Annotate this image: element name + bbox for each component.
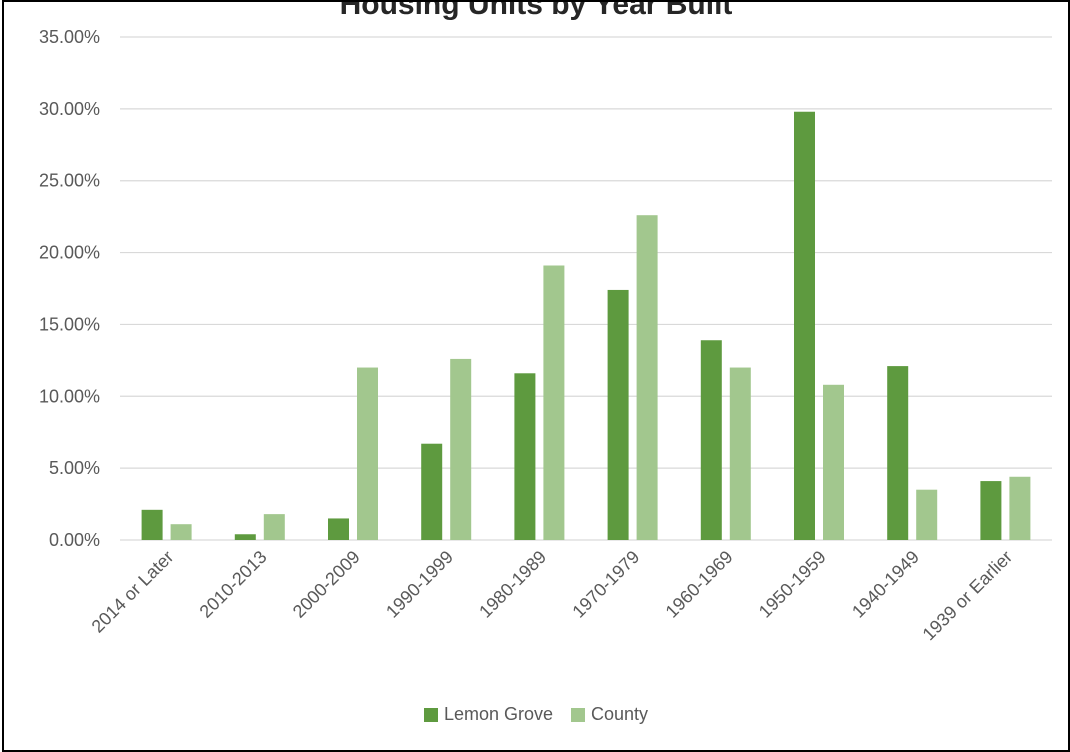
y-tick-label: 35.00% (39, 27, 100, 47)
legend: Lemon Grove County (4, 704, 1068, 725)
x-tick-label: 1970-1979 (568, 547, 643, 622)
bar-lemon-grove (421, 443, 443, 540)
y-tick-label: 30.00% (39, 99, 100, 119)
bar-lemon-grove (980, 481, 1002, 540)
bar-county (263, 514, 285, 540)
x-tick-label: 1990-1999 (382, 547, 457, 622)
x-tick-label: 1940-1949 (848, 547, 923, 622)
bar-lemon-grove (234, 534, 256, 540)
y-tick-label: 0.00% (49, 530, 100, 550)
y-tick-label: 25.00% (39, 171, 100, 191)
x-tick-label: 1950-1959 (755, 547, 830, 622)
bar-county (729, 367, 751, 540)
legend-swatch-county (571, 707, 585, 722)
legend-label-lemon-grove: Lemon Grove (443, 704, 553, 724)
bar-lemon-grove (141, 509, 163, 540)
bar-lemon-grove (328, 518, 349, 540)
bar-lemon-grove (607, 289, 629, 540)
bar-county (916, 489, 938, 540)
bar-county (1009, 476, 1031, 540)
bar-lemon-grove (794, 111, 815, 540)
bar-lemon-grove (887, 366, 909, 540)
x-tick-label: 2000-2009 (289, 547, 364, 622)
bar-county (636, 215, 658, 540)
bar-county (170, 524, 192, 540)
y-tick-label: 5.00% (49, 458, 100, 478)
legend-swatch-lemon-grove (423, 707, 438, 722)
bar-county (543, 265, 565, 540)
legend-label-county: County (591, 704, 649, 724)
bar-lemon-grove (514, 373, 536, 540)
bar-county (357, 367, 378, 540)
x-tick-label: 1939 or Earlier (919, 547, 1017, 645)
bar-chart: 0.00% 5.00% 10.00% 15.00% 20.00% 25.00% 30.00%… (39, 27, 1052, 645)
bar-county (450, 358, 472, 540)
chart-title: Housing Units by Year Built (339, 0, 733, 21)
x-tick-label: 1980-1989 (475, 547, 550, 622)
y-tick-label: 20.00% (39, 243, 100, 263)
y-tick-label: 15.00% (39, 314, 100, 334)
legend-item-county: County (571, 704, 648, 725)
bar-county (823, 384, 844, 540)
legend-item-lemon-grove: Lemon Grove (423, 704, 553, 725)
x-tick-label: 2010-2013 (196, 547, 271, 622)
x-tick-label: 1960-1969 (662, 547, 737, 622)
x-tick-label: 2014 or Later (88, 547, 178, 637)
y-tick-label: 10.00% (39, 386, 100, 406)
bar-lemon-grove (700, 340, 722, 540)
